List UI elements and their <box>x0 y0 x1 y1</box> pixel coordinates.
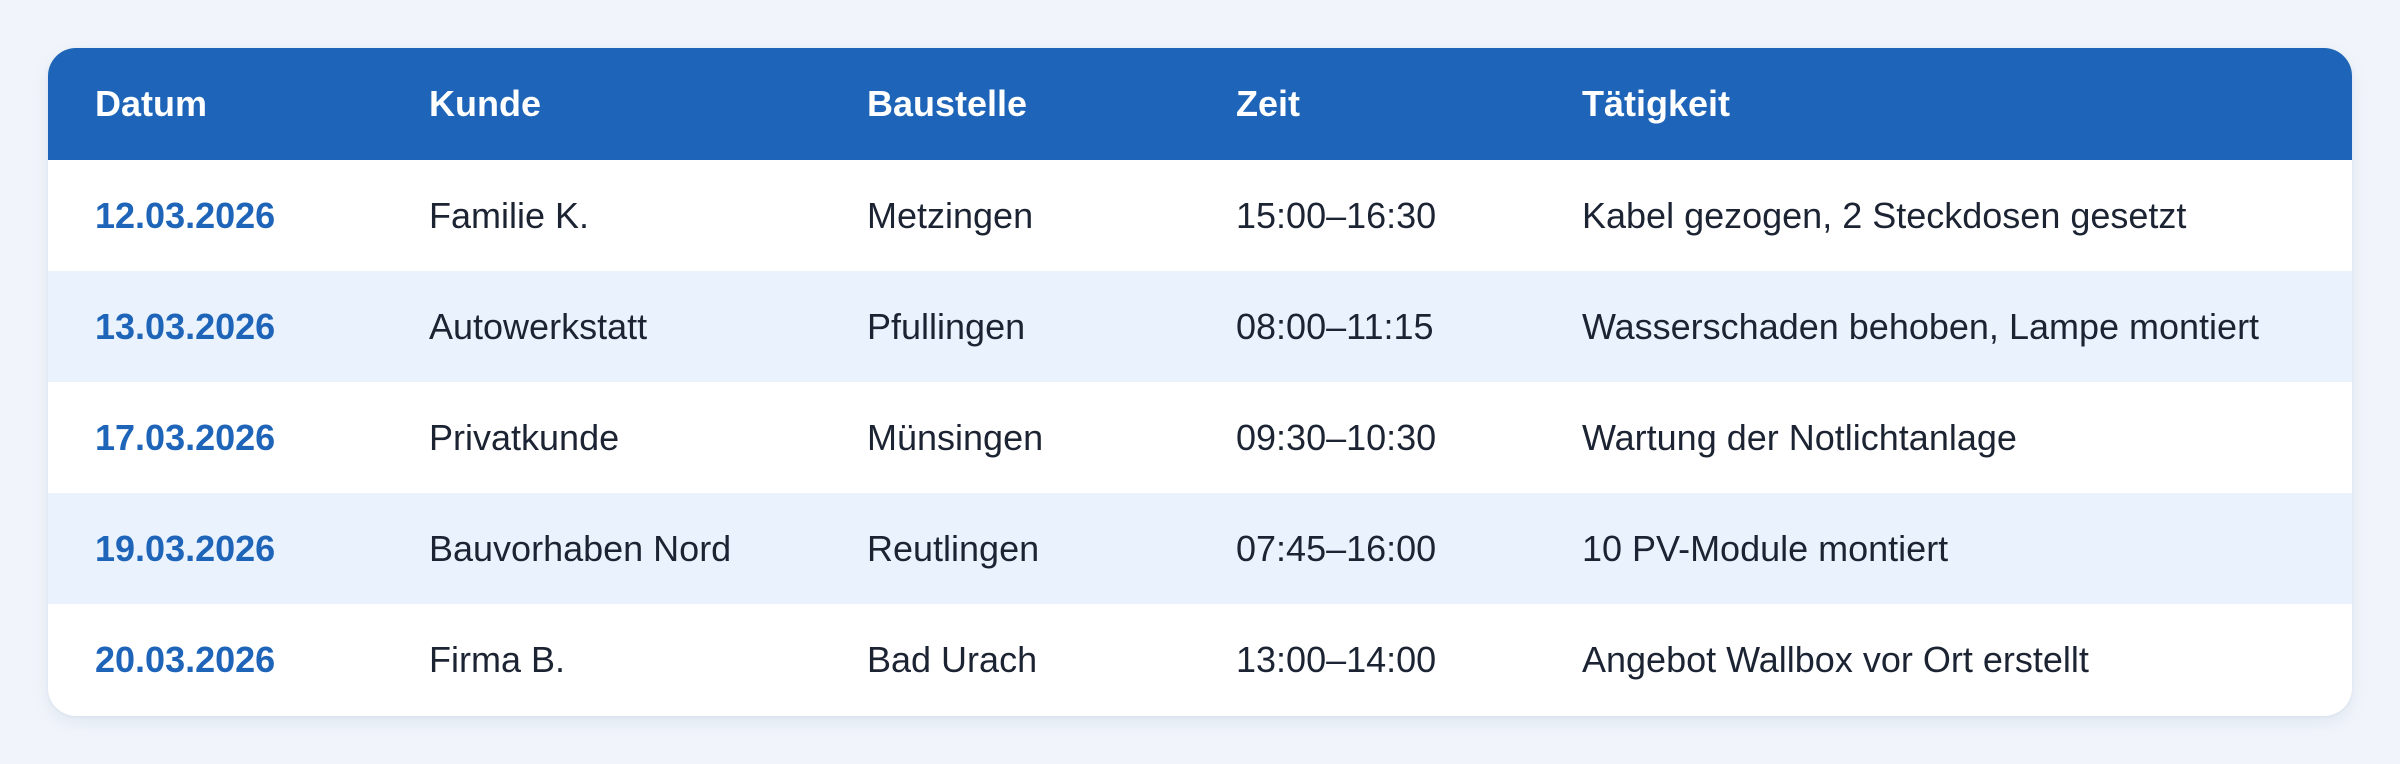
cell-zeit: 09:30–10:30 <box>1236 416 1437 458</box>
cell-kunde: Bauvorhaben Nord <box>429 527 732 569</box>
work-log-table: Datum Kunde Baustelle Zeit Tätigkeit 12.… <box>48 48 2352 715</box>
cell-taetigkeit: Angebot Wallbox vor Ort erstellt <box>1582 638 2089 680</box>
column-header-baustelle: Baustelle <box>867 83 1028 124</box>
table-header: Datum Kunde Baustelle Zeit Tätigkeit <box>48 48 2352 160</box>
cell-taetigkeit: Wasserschaden behoben, Lampe montiert <box>1582 305 2260 347</box>
table-row: 12.03.2026 Familie K. Metzingen 15:00–16… <box>48 160 2352 271</box>
cell-kunde: Familie K. <box>429 194 590 236</box>
table-row: 19.03.2026 Bauvorhaben Nord Reutlingen 0… <box>48 493 2352 604</box>
cell-baustelle: Münsingen <box>867 416 1044 458</box>
work-log-card: Datum Kunde Baustelle Zeit Tätigkeit 12.… <box>48 48 2352 716</box>
cell-zeit: 15:00–16:30 <box>1236 194 1437 236</box>
cell-kunde: Privatkunde <box>429 416 620 458</box>
cell-kunde: Firma B. <box>429 638 566 680</box>
table-header-row: Datum Kunde Baustelle Zeit Tätigkeit <box>48 48 2352 160</box>
cell-baustelle: Reutlingen <box>867 527 1040 569</box>
cell-taetigkeit: Kabel gezogen, 2 Steckdosen gesetzt <box>1582 194 2187 236</box>
column-header-zeit: Zeit <box>1236 83 1301 124</box>
table-row: 17.03.2026 Privatkunde Münsingen 09:30–1… <box>48 382 2352 493</box>
cell-datum: 12.03.2026 <box>95 194 276 236</box>
cell-zeit: 13:00–14:00 <box>1236 638 1437 680</box>
cell-baustelle: Pfullingen <box>867 305 1026 347</box>
cell-datum: 20.03.2026 <box>95 638 276 680</box>
cell-datum: 19.03.2026 <box>95 527 276 569</box>
table-body: 12.03.2026 Familie K. Metzingen 15:00–16… <box>48 160 2352 715</box>
cell-taetigkeit: Wartung der Notlichtanlage <box>1582 416 2017 458</box>
cell-datum: 13.03.2026 <box>95 305 276 347</box>
table-row: 20.03.2026 Firma B. Bad Urach 13:00–14:0… <box>48 604 2352 715</box>
column-header-kunde: Kunde <box>429 83 541 124</box>
cell-kunde: Autowerkstatt <box>429 305 648 347</box>
cell-datum: 17.03.2026 <box>95 416 276 458</box>
column-header-datum: Datum <box>95 83 208 124</box>
cell-baustelle: Metzingen <box>867 194 1034 236</box>
cell-zeit: 08:00–11:15 <box>1236 305 1434 347</box>
cell-baustelle: Bad Urach <box>867 638 1038 680</box>
cell-taetigkeit: 10 PV-Module montiert <box>1582 527 1949 569</box>
cell-zeit: 07:45–16:00 <box>1236 527 1437 569</box>
column-header-taetigkeit: Tätigkeit <box>1582 83 1731 124</box>
table-row: 13.03.2026 Autowerkstatt Pfullingen 08:0… <box>48 271 2352 382</box>
